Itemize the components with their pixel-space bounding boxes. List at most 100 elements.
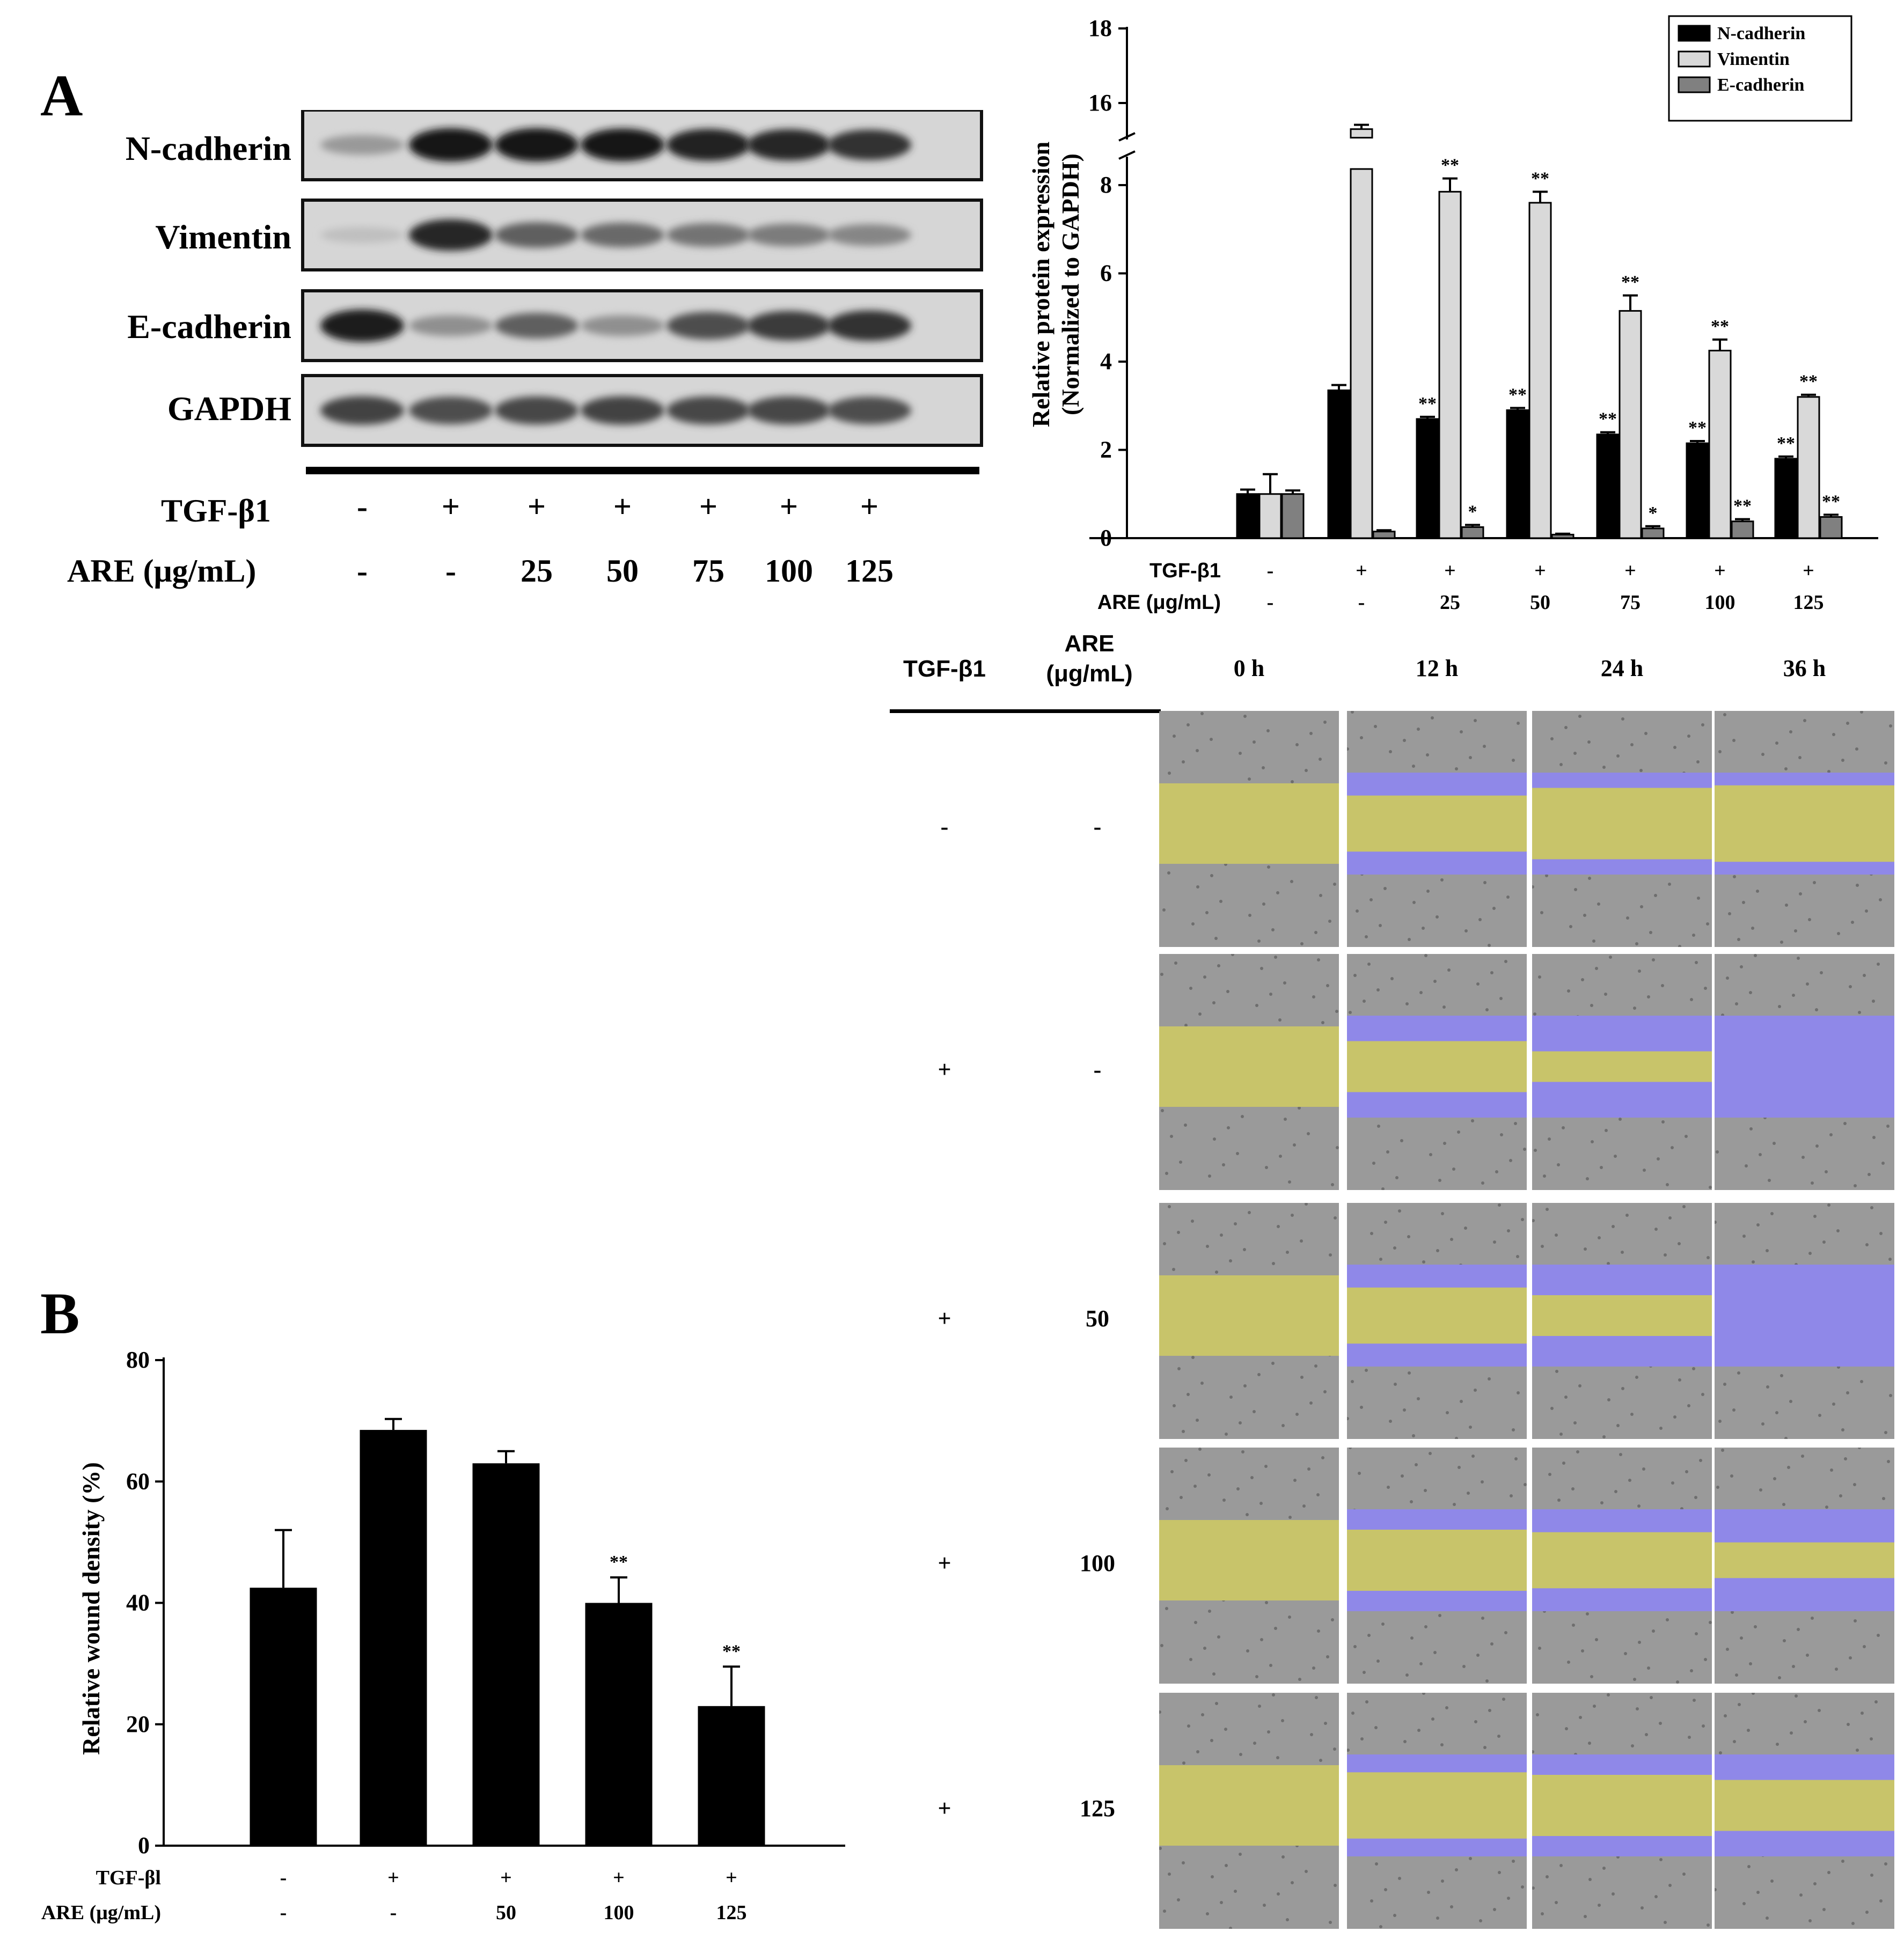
y-axis-title-line1: Relative protein expression bbox=[1027, 142, 1054, 427]
cell-speckle bbox=[1408, 938, 1411, 941]
cell-speckle bbox=[1213, 1137, 1216, 1141]
bar bbox=[698, 1706, 765, 1846]
cell-speckle bbox=[1797, 957, 1800, 960]
cell-speckle bbox=[1650, 1696, 1653, 1699]
cell-speckle bbox=[1571, 1487, 1575, 1490]
bar-e-cadherin bbox=[1372, 531, 1396, 539]
blot-are-value: - bbox=[357, 553, 368, 589]
cell-speckle bbox=[1543, 1174, 1546, 1178]
cell-speckle bbox=[1641, 1906, 1644, 1910]
cell-speckle bbox=[1640, 905, 1643, 908]
cell-speckle bbox=[1612, 1225, 1615, 1228]
blot-band bbox=[495, 128, 578, 162]
wound-image bbox=[1715, 1448, 1894, 1684]
cell-speckle bbox=[1661, 1120, 1665, 1123]
cell-speckle bbox=[1424, 1625, 1427, 1628]
blot-are-value: 50 bbox=[606, 553, 639, 589]
remaining-gap bbox=[1532, 1051, 1712, 1082]
cell-speckle bbox=[1334, 1216, 1337, 1220]
cell-speckle bbox=[1562, 1126, 1565, 1129]
cell-speckle bbox=[1804, 1720, 1807, 1723]
cell-speckle bbox=[1410, 1636, 1414, 1640]
wound-image bbox=[1347, 1448, 1527, 1684]
cell-speckle bbox=[1168, 772, 1171, 775]
cell-speckle bbox=[1293, 1143, 1296, 1147]
cell-speckle bbox=[1633, 1007, 1636, 1010]
cell-speckle bbox=[1222, 1499, 1226, 1502]
cell-speckle bbox=[1512, 1860, 1515, 1863]
wound-image bbox=[1532, 711, 1712, 947]
blot-are-value: 75 bbox=[692, 553, 724, 589]
bar-break-cap bbox=[1350, 128, 1373, 139]
cell-speckle bbox=[1523, 1148, 1526, 1151]
cell-speckle bbox=[1759, 1153, 1762, 1156]
cell-speckle bbox=[1719, 1751, 1722, 1754]
cell-speckle bbox=[1872, 1000, 1875, 1003]
cell-speckle bbox=[1302, 1504, 1306, 1508]
cell-speckle bbox=[1295, 1413, 1299, 1416]
cell-speckle bbox=[1605, 1129, 1608, 1132]
cell-speckle bbox=[1780, 1374, 1783, 1377]
blot-band bbox=[495, 396, 578, 425]
cell-speckle bbox=[1799, 1893, 1803, 1897]
cell-speckle bbox=[1193, 1485, 1197, 1488]
cell-speckle bbox=[1664, 1921, 1667, 1924]
blot-band bbox=[747, 311, 831, 341]
cell-speckle bbox=[1666, 1618, 1669, 1621]
cell-speckle bbox=[1474, 1720, 1477, 1723]
cell-speckle bbox=[1347, 1417, 1349, 1420]
cell-speckle bbox=[1754, 1625, 1757, 1628]
blot-band bbox=[581, 315, 664, 336]
cell-speckle bbox=[1274, 956, 1277, 959]
blot-strip-1 bbox=[301, 199, 983, 271]
cell-speckle bbox=[1649, 931, 1652, 934]
cell-speckle bbox=[1532, 1219, 1535, 1222]
cell-speckle bbox=[1335, 1010, 1338, 1013]
cell-speckle bbox=[1813, 881, 1816, 884]
cell-speckle bbox=[1642, 1467, 1645, 1471]
cell-speckle bbox=[1243, 1384, 1247, 1387]
cell-speckle bbox=[1726, 976, 1729, 980]
cell-speckle bbox=[1863, 1645, 1866, 1648]
x-are-value: 25 bbox=[1440, 591, 1460, 614]
cell-speckle bbox=[1718, 750, 1722, 753]
cell-speckle bbox=[1742, 901, 1745, 904]
blot-band bbox=[320, 309, 404, 342]
wound-row-are: - bbox=[1093, 813, 1102, 840]
cell-speckle bbox=[1182, 760, 1185, 763]
blot-tgf-value: + bbox=[860, 489, 879, 524]
cell-speckle bbox=[1412, 901, 1416, 904]
x-tgf-value: + bbox=[1444, 560, 1456, 582]
cell-speckle bbox=[1288, 1516, 1292, 1519]
cell-speckle bbox=[1647, 995, 1650, 998]
cell-speckle bbox=[1870, 1874, 1873, 1877]
y-tick-label: 0 bbox=[1100, 525, 1112, 551]
cell-speckle bbox=[1759, 1488, 1762, 1492]
cell-speckle bbox=[1524, 1483, 1527, 1486]
cell-speckle bbox=[1532, 1886, 1535, 1890]
cell-speckle bbox=[1257, 939, 1261, 943]
cell-speckle bbox=[1200, 712, 1204, 715]
wound-image bbox=[1159, 711, 1339, 947]
cell-speckle bbox=[1229, 1396, 1233, 1399]
cell-speckle bbox=[1347, 747, 1349, 751]
cell-speckle bbox=[1389, 750, 1392, 753]
cell-speckle bbox=[1267, 1730, 1270, 1734]
cell-speckle bbox=[1569, 925, 1572, 928]
wound-image bbox=[1159, 1448, 1339, 1684]
wound-image bbox=[1159, 1203, 1339, 1439]
cell-speckle bbox=[1799, 892, 1802, 895]
cell-speckle bbox=[1572, 1624, 1575, 1627]
cell-speckle bbox=[1351, 711, 1354, 714]
cell-speckle bbox=[1874, 1700, 1878, 1703]
cell-speckle bbox=[1546, 1875, 1549, 1878]
significance-mark: ** bbox=[1621, 273, 1639, 292]
cell-speckle bbox=[1742, 1235, 1746, 1238]
cell-speckle bbox=[1210, 738, 1213, 741]
cell-speckle bbox=[1517, 1391, 1520, 1394]
cell-speckle bbox=[1267, 865, 1270, 869]
cell-speckle bbox=[1789, 730, 1792, 733]
cell-speckle bbox=[1643, 1169, 1646, 1172]
cell-speckle bbox=[1300, 1239, 1303, 1243]
cell-speckle bbox=[1602, 1867, 1606, 1870]
